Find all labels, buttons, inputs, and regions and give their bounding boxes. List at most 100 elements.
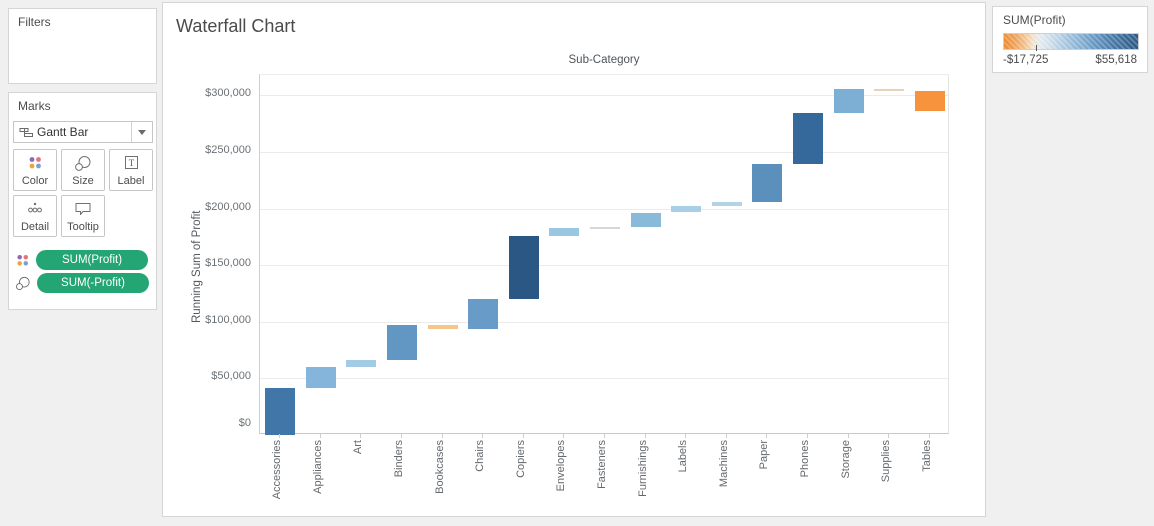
gridline <box>260 265 948 267</box>
x-tick <box>725 434 727 438</box>
y-tick-label: $300,000 <box>205 87 251 100</box>
y-tick-label: $150,000 <box>205 257 251 270</box>
x-tick <box>644 434 646 438</box>
gridline <box>260 378 948 380</box>
x-tick <box>563 434 565 438</box>
sheet: Waterfall Chart Sub-Category Running Sum… <box>162 2 986 517</box>
chevron-down-icon <box>138 129 146 135</box>
waterfall-bar-storage[interactable] <box>833 89 864 114</box>
color-button[interactable]: Color <box>13 149 57 191</box>
x-tick <box>847 434 849 438</box>
x-tick-label-tables: Tables <box>920 440 933 472</box>
detail-button[interactable]: Detail <box>13 195 57 237</box>
legend-min-label: -$17,725 <box>1003 54 1049 66</box>
x-tick <box>806 434 808 438</box>
pill-sum-profit-label: SUM(Profit) <box>61 254 123 266</box>
gridline <box>260 321 948 323</box>
gantt-bar-icon <box>14 126 33 139</box>
x-tick <box>360 434 362 438</box>
tooltip-bubble-icon <box>62 201 104 216</box>
x-tick <box>888 434 890 438</box>
detail-button-label: Detail <box>20 221 50 233</box>
waterfall-bar-phones[interactable] <box>792 113 823 164</box>
x-tick <box>522 434 524 438</box>
y-tick-label: $200,000 <box>205 200 251 213</box>
pill-sum-neg-profit[interactable]: SUM(-Profit) <box>37 273 149 293</box>
x-tick-label-accessories: Accessories <box>271 440 284 500</box>
waterfall-bar-appliances[interactable] <box>305 366 336 388</box>
waterfall-bar-furnishings[interactable] <box>630 212 661 228</box>
waterfall-bar-paper[interactable] <box>752 163 783 203</box>
pill-sum-profit[interactable]: SUM(Profit) <box>36 250 148 270</box>
chart-pane <box>259 74 949 435</box>
waterfall-bar-fasteners[interactable] <box>590 227 620 230</box>
color-dots-icon <box>15 253 30 268</box>
label-button-label: Label <box>117 175 145 187</box>
waterfall-bar-labels[interactable] <box>671 206 702 213</box>
size-button-label: Size <box>72 175 94 187</box>
mark-type-dropdown[interactable]: Gantt Bar <box>13 121 153 143</box>
gridline <box>260 151 948 153</box>
x-tick-label-fasteners: Fasteners <box>596 440 608 489</box>
filters-panel-title: Filters <box>18 15 51 29</box>
size-circles-icon <box>62 155 104 172</box>
x-tick-label-labels: Labels <box>677 440 690 473</box>
waterfall-bar-chairs[interactable] <box>468 299 499 330</box>
mark-type-dropdown-caret[interactable] <box>131 122 152 142</box>
y-tick-label: $0 <box>238 417 251 429</box>
x-tick-label-supplies: Supplies <box>880 440 893 483</box>
x-tick-label-machines: Machines <box>717 440 730 488</box>
legend-gradient-ramp[interactable] <box>1003 33 1139 51</box>
tooltip-button-label: Tooltip <box>67 221 99 233</box>
svg-text:T: T <box>128 158 134 168</box>
waterfall-bar-binders[interactable] <box>387 325 418 360</box>
color-button-label: Color <box>21 175 49 187</box>
gridline <box>260 95 948 97</box>
x-tick-label-copiers: Copiers <box>514 440 527 478</box>
legend-title: SUM(Profit) <box>1003 13 1066 27</box>
pill-sum-neg-profit-label: SUM(-Profit) <box>61 277 125 289</box>
x-tick-label-envelopes: Envelopes <box>555 440 568 492</box>
legend-max-label: $55,618 <box>1095 54 1137 66</box>
x-tick-label-phones: Phones <box>798 440 811 478</box>
x-tick-label-binders: Binders <box>393 440 406 478</box>
x-tick <box>685 434 687 438</box>
x-tick-label-bookcases: Bookcases <box>433 440 446 494</box>
waterfall-bar-envelopes[interactable] <box>549 228 580 237</box>
marks-panel: Marks Gantt Bar Color Size <box>8 92 157 310</box>
x-tick <box>441 434 443 438</box>
sheet-title: Waterfall Chart <box>176 16 296 36</box>
detail-dots-icon <box>14 201 56 215</box>
waterfall-bar-supplies[interactable] <box>874 89 905 92</box>
waterfall-bar-tables[interactable] <box>914 90 945 111</box>
text-label-icon: T <box>110 155 152 170</box>
x-tick-label-chairs: Chairs <box>474 440 487 472</box>
x-tick <box>928 434 930 438</box>
marks-panel-title: Marks <box>18 99 51 113</box>
size-button[interactable]: Size <box>61 149 105 191</box>
legend-gradient-texture <box>1004 34 1138 49</box>
waterfall-bar-machines[interactable] <box>711 202 742 207</box>
y-tick-label: $50,000 <box>211 370 251 383</box>
x-tick-label-paper: Paper <box>758 440 771 470</box>
size-circles-icon <box>15 276 31 291</box>
color-legend: SUM(Profit) -$17,725 $55,618 <box>992 6 1148 73</box>
x-tick <box>319 434 321 438</box>
y-tick-label: $100,000 <box>205 313 251 326</box>
waterfall-bar-art[interactable] <box>346 359 377 367</box>
x-tick <box>279 434 281 438</box>
x-tick <box>482 434 484 438</box>
y-tick-label: $250,000 <box>205 143 251 156</box>
mark-type-value: Gantt Bar <box>37 125 89 139</box>
legend-zero-tick[interactable] <box>1036 45 1038 51</box>
waterfall-bar-bookcases[interactable] <box>427 325 458 330</box>
x-tick <box>401 434 403 438</box>
column-field-header: Sub-Category <box>568 54 640 66</box>
tooltip-button[interactable]: Tooltip <box>61 195 105 237</box>
color-dots-icon <box>14 155 56 171</box>
x-tick <box>766 434 768 438</box>
gridline <box>260 208 948 210</box>
label-button[interactable]: T Label <box>109 149 153 191</box>
waterfall-bar-accessories[interactable] <box>265 387 296 435</box>
waterfall-bar-copiers[interactable] <box>508 236 539 300</box>
